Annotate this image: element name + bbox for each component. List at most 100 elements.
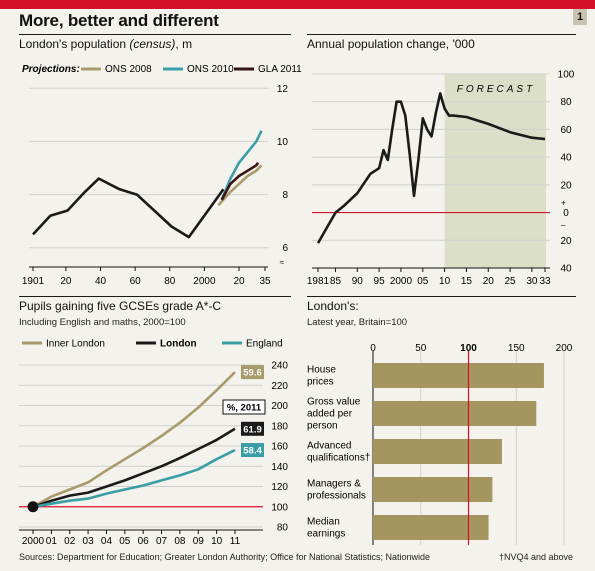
gcse-xtick-2002: 02 [64, 536, 76, 547]
chg-xtick-2015: 15 [461, 276, 473, 287]
bar-0 [373, 363, 544, 388]
chg-xtick-1985: 85 [330, 276, 342, 287]
bar-1 [373, 401, 537, 426]
legend-label-ons2010: ONS 2010 [187, 64, 234, 75]
gcse-annotation-box [222, 399, 266, 415]
panel-rule-bottom-right [307, 296, 576, 297]
pop-ytick-12: 12 [277, 84, 289, 95]
gcse-xtick-2006: 06 [138, 536, 150, 547]
bar-category-label-1-2: person [307, 421, 338, 432]
pop-ytick-8: 8 [282, 190, 288, 201]
gcse-ytick-120: 120 [271, 482, 288, 493]
footnote: †NVQ4 and above [498, 552, 573, 562]
population-chart-title: London's population (census), m [19, 37, 192, 51]
gcse-ytick-200: 200 [271, 401, 288, 412]
pop-xtick-1980: 80 [164, 276, 176, 287]
chg-xtick-2020: 20 [483, 276, 495, 287]
gcse-legend-label-england: England [246, 339, 283, 350]
gcse-xtick-2007: 07 [156, 536, 168, 547]
gcse-legend-label-inner: Inner London [46, 339, 105, 350]
gcse-xtick-2003: 03 [83, 536, 95, 547]
pop-series-ons-2008 [217, 164, 263, 207]
gcse-ytick-100: 100 [271, 502, 288, 513]
panel-rule-bottom-left [19, 296, 291, 297]
population-title-suffix: , m [175, 37, 193, 51]
pop-xtick-1920: 20 [60, 276, 72, 287]
chg-ytick--20: 20 [560, 236, 572, 247]
londons-chart-title: London's: [307, 299, 359, 313]
gcse-end-label-bg-inner [241, 365, 264, 380]
chg-ytick-40: 40 [560, 153, 572, 164]
chg-ytick-60: 60 [560, 125, 572, 136]
pop-ytick-10: 10 [277, 137, 289, 148]
bar-xtick-100: 100 [460, 343, 477, 354]
pop-xtick-1960: 60 [130, 276, 142, 287]
pop-series-ons-2010 [220, 130, 263, 201]
gcse-series-england [32, 448, 236, 509]
bar-xtick-0: 0 [370, 343, 376, 354]
bar-xtick-50: 50 [415, 343, 427, 354]
gcse-ytick-220: 220 [271, 381, 288, 392]
panel-rule-top-right [307, 34, 576, 35]
gcse-end-label-london: 61.9 [243, 424, 262, 435]
bar-category-label-4-0: Median [307, 517, 340, 528]
forecast-label: FORECAST [457, 84, 535, 95]
pop-axis-break: ≈ [280, 258, 285, 267]
chg-series-line [316, 92, 546, 244]
chg-xtick-2010: 10 [439, 276, 451, 287]
bar-category-label-0-0: House [307, 365, 336, 376]
change-chart-title: Annual population change, '000 [307, 37, 475, 51]
chg-plus-sign: + [561, 199, 566, 208]
bar-3 [373, 477, 493, 502]
population-title-italic: (census) [129, 37, 176, 51]
bar-4 [373, 515, 489, 540]
gcse-xtick-2005: 05 [119, 536, 131, 547]
bar-category-label-2-1: qualifications† [307, 453, 370, 464]
gcse-xtick-2004: 04 [101, 536, 113, 547]
gcse-ytick-160: 160 [271, 442, 288, 453]
pop-xtick-1940: 40 [95, 276, 107, 287]
bar-category-label-3-0: Managers & [307, 479, 361, 490]
bar-xtick-200: 200 [556, 343, 573, 354]
chart-number-badge: 1 [573, 9, 587, 25]
bar-category-label-3-1: professionals [307, 491, 366, 502]
bar-2 [373, 439, 502, 464]
gcse-start-dot [27, 501, 39, 513]
gcse-annotation: %, 2011 [227, 403, 262, 414]
projections-legend-label: Projections: [22, 64, 80, 75]
panel-rule-top-left [19, 34, 291, 35]
chg-ytick-20: 20 [560, 180, 572, 191]
gcse-ytick-140: 140 [271, 462, 288, 473]
gcse-xtick-2011: 11 [230, 536, 241, 547]
bar-category-label-2-0: Advanced [307, 441, 351, 452]
gcse-xtick-2001: 01 [46, 536, 58, 547]
pop-xtick-2000: 2000 [193, 276, 216, 287]
bar-category-label-1-0: Gross value [307, 397, 361, 408]
londons-chart-subtitle: Latest year, Britain=100 [307, 317, 408, 328]
chg-minus-sign: – [561, 221, 566, 230]
gcse-xtick-2010: 10 [211, 536, 223, 547]
gcse-end-label-bg-london [241, 421, 264, 436]
forecast-shade [444, 74, 546, 268]
bar-category-label-1-1: added per [307, 409, 353, 420]
bar-category-label-0-1: prices [307, 377, 334, 388]
chg-xtick-2033: 33 [539, 276, 551, 287]
chg-xtick-1995: 95 [374, 276, 386, 287]
source-note: Sources: Department for Education; Great… [19, 552, 431, 562]
chg-ytick--40: 40 [560, 264, 572, 275]
chg-xtick-1981: 1981 [307, 276, 330, 287]
gcse-chart-title: Pupils gaining five GCSEs grade A*-C [19, 299, 222, 313]
gcse-end-label-england: 58.4 [243, 446, 262, 457]
page-headline: More, better and different [19, 11, 219, 30]
chg-xtick-2005: 05 [417, 276, 429, 287]
bar-xtick-150: 150 [508, 343, 525, 354]
pop-series-census [32, 177, 225, 239]
gcse-ytick-240: 240 [271, 361, 288, 372]
gcse-ytick-180: 180 [271, 421, 288, 432]
gcse-ytick-80: 80 [277, 523, 289, 534]
gcse-end-label-inner: 59.6 [243, 368, 262, 379]
pop-series-gla-2011 [220, 161, 260, 201]
chg-xtick-2000: 2000 [390, 276, 413, 287]
gcse-chart-subtitle: Including English and maths, 2000=100 [19, 317, 186, 328]
